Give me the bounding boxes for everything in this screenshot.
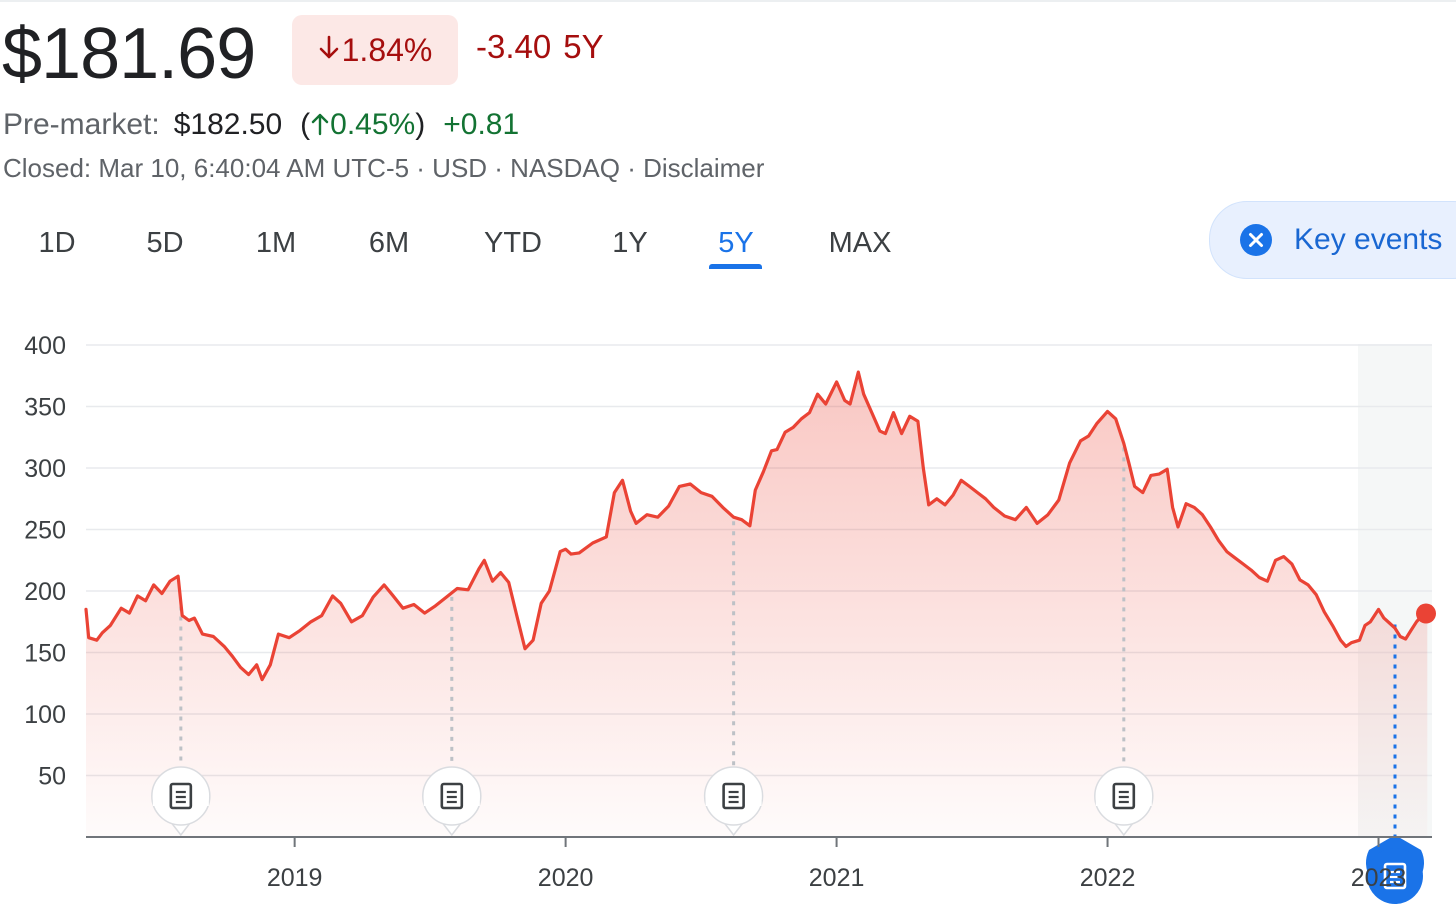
x-tick-label: 2021 <box>809 864 865 892</box>
arrow-down-icon <box>318 32 340 69</box>
x-tick-label: 2020 <box>538 864 594 892</box>
premarket-abs: +0.81 <box>443 108 520 141</box>
change-percent-badge: 1.84% <box>292 15 458 85</box>
change-abs: -3.40 <box>476 28 552 65</box>
change-period: 5Y <box>563 28 604 65</box>
tab-max[interactable]: MAX <box>828 227 892 259</box>
tab-5d[interactable]: 5D <box>146 227 184 259</box>
series-area <box>86 372 1428 837</box>
close-circle-icon <box>1240 224 1272 256</box>
tab-1y[interactable]: 1Y <box>612 227 648 259</box>
y-tick-label: 300 <box>24 455 66 483</box>
key-events-toggle[interactable]: Key events <box>1209 201 1456 279</box>
key-event-marker[interactable] <box>703 521 764 837</box>
key-events-label: Key events <box>1294 223 1443 256</box>
change-percent-value: 1.84% <box>341 31 433 68</box>
key-event-marker[interactable] <box>1094 447 1154 837</box>
market-status-line: Closed: Mar 10, 6:40:04 AM UTC-5 · USD ·… <box>3 153 765 183</box>
premarket-price: $182.50 <box>173 108 283 141</box>
premarket-row: Pre-market: $182.50 (0.45%) +0.81 <box>3 106 519 144</box>
change-summary: -3.40 5Y <box>476 28 604 66</box>
y-tick-label: 150 <box>24 640 66 668</box>
key-event-marker-current[interactable] <box>1366 624 1424 904</box>
active-tab-indicator <box>709 264 762 269</box>
premarket-label: Pre-market: <box>3 108 160 141</box>
current-price: $181.69 <box>2 14 256 94</box>
y-tick-label: 50 <box>38 763 66 791</box>
x-tick-label: 2022 <box>1080 864 1136 892</box>
current-price-dot <box>1416 603 1436 624</box>
top-divider <box>0 0 1456 2</box>
y-tick-label: 350 <box>24 394 66 422</box>
y-tick-label: 100 <box>24 701 66 729</box>
tab-ytd[interactable]: YTD <box>484 227 542 259</box>
document-icon <box>1383 862 1407 890</box>
series-line[interactable] <box>84 370 1429 682</box>
tab-5y[interactable]: 5Y <box>718 227 754 259</box>
key-event-marker[interactable] <box>422 596 482 837</box>
x-tick-label: 2023 <box>1351 864 1407 892</box>
tab-6m[interactable]: 6M <box>368 227 410 259</box>
arrow-up-icon <box>310 108 330 141</box>
document-icon <box>1112 782 1136 810</box>
tab-1d[interactable]: 1D <box>38 227 76 259</box>
document-icon <box>440 782 464 810</box>
key-event-marker[interactable] <box>151 606 211 837</box>
document-icon <box>169 782 193 810</box>
y-tick-label: 200 <box>24 578 66 606</box>
x-tick-label: 2019 <box>267 864 323 892</box>
y-tick-label: 400 <box>24 332 66 360</box>
y-tick-label: 250 <box>24 517 66 545</box>
premarket-percent-value: 0.45% <box>330 108 416 141</box>
premarket-percent: (0.45%) <box>300 108 426 141</box>
tab-1m[interactable]: 1M <box>255 227 297 259</box>
price-chart[interactable]: 50 100 150 200 250 300 350 400 2019 2020 2021 2022 2… <box>0 300 1456 913</box>
document-icon <box>722 782 745 810</box>
